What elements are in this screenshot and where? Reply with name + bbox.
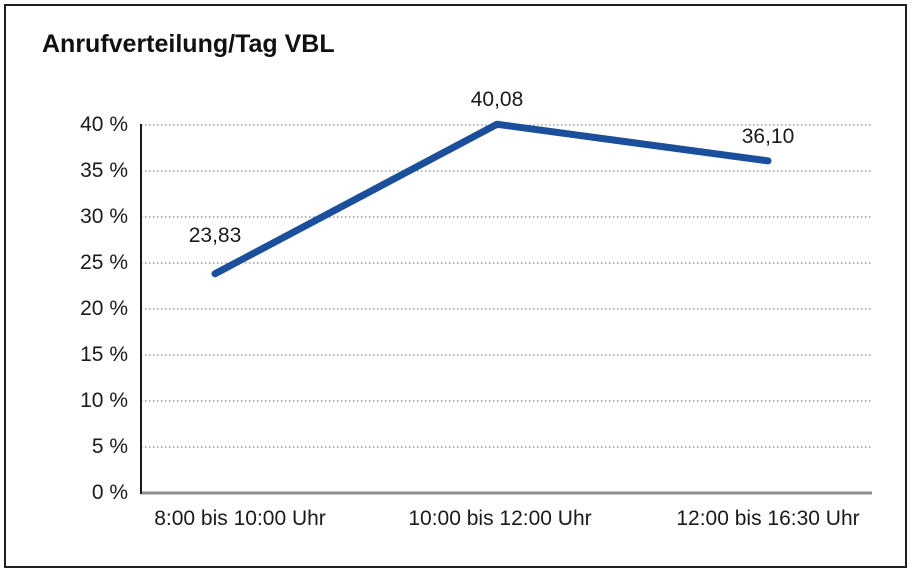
chart-frame: [4, 4, 907, 568]
y-tick-label: 5 %: [91, 435, 128, 458]
y-tick-label: 0 %: [91, 481, 128, 504]
x-tick-label: 8:00 bis 10:00 Uhr: [154, 507, 326, 530]
series-line: [211, 120, 772, 278]
y-tick-label: 15 %: [80, 343, 128, 366]
data-point-label: 36,10: [741, 124, 795, 148]
y-tick-label: 25 %: [80, 251, 128, 274]
data-point-label: 23,83: [188, 223, 242, 247]
y-tick-label: 35 %: [80, 159, 128, 182]
y-tick-label: 10 %: [80, 389, 128, 412]
data-point-label: 40,08: [470, 88, 524, 112]
x-tick-label: 10:00 bis 12:00 Uhr: [408, 507, 592, 530]
y-tick-label: 30 %: [80, 205, 128, 228]
chart-title: Anrufverteilung/Tag VBL: [42, 30, 335, 58]
x-tick-label: 12:00 bis 16:30 Uhr: [676, 507, 860, 530]
y-tick-label: 20 %: [80, 297, 128, 320]
y-tick-label: 40 %: [80, 113, 128, 136]
